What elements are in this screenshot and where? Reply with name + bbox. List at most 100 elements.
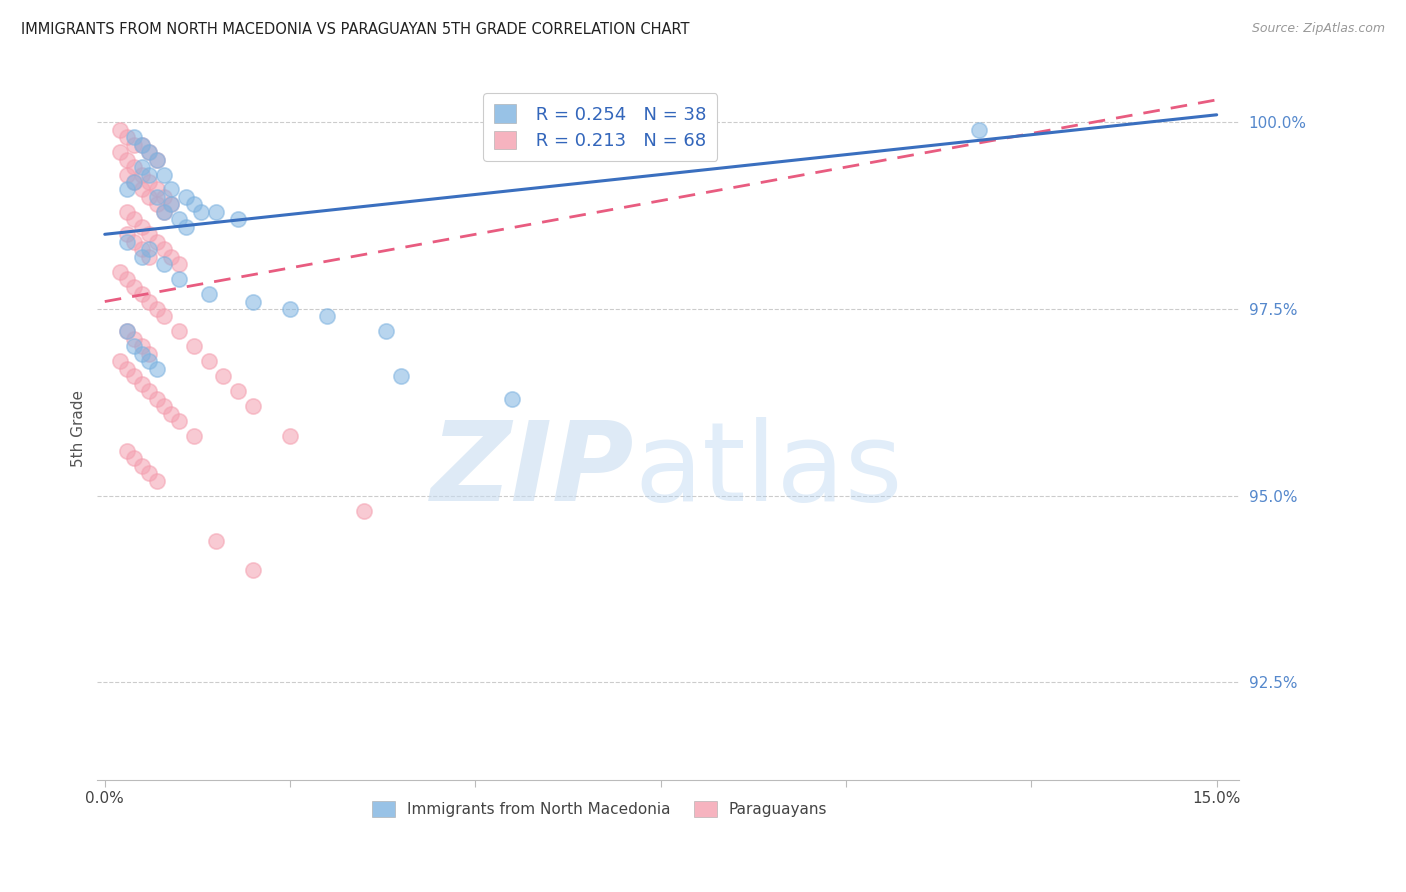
Point: [131, 219, 153, 234]
Point: [316, 310, 339, 324]
Text: ZIP: ZIP: [430, 417, 634, 524]
Point: [183, 197, 205, 211]
Point: [131, 250, 153, 264]
Point: [969, 122, 991, 136]
Point: [153, 399, 176, 413]
Point: [212, 369, 235, 384]
Point: [153, 242, 176, 256]
Point: [131, 137, 153, 152]
Point: [190, 205, 212, 219]
Point: [115, 182, 138, 196]
Point: [124, 212, 146, 227]
Point: [153, 190, 176, 204]
Point: [115, 227, 138, 242]
Point: [160, 250, 183, 264]
Point: [145, 182, 167, 196]
Point: [138, 294, 160, 309]
Point: [205, 205, 228, 219]
Point: [176, 219, 198, 234]
Point: [145, 153, 167, 167]
Point: [160, 197, 183, 211]
Point: [124, 137, 146, 152]
Point: [389, 369, 412, 384]
Point: [153, 310, 176, 324]
Point: [124, 451, 146, 466]
Point: [153, 168, 176, 182]
Point: [115, 235, 138, 249]
Point: [375, 325, 398, 339]
Point: [138, 190, 160, 204]
Point: [138, 227, 160, 242]
Point: [108, 354, 131, 368]
Point: [138, 242, 160, 256]
Legend: Immigrants from North Macedonia, Paraguayans: Immigrants from North Macedonia, Paragua…: [364, 793, 835, 824]
Point: [145, 301, 167, 316]
Point: [115, 130, 138, 145]
Point: [153, 205, 176, 219]
Point: [226, 212, 249, 227]
Point: [115, 361, 138, 376]
Point: [138, 145, 160, 160]
Point: [131, 287, 153, 301]
Point: [138, 467, 160, 481]
Point: [145, 392, 167, 406]
Point: [108, 122, 131, 136]
Point: [145, 197, 167, 211]
Point: [167, 272, 190, 286]
Point: [138, 250, 160, 264]
Point: [145, 190, 167, 204]
Point: [115, 444, 138, 458]
Point: [131, 339, 153, 353]
Point: [138, 168, 160, 182]
Point: [124, 279, 146, 293]
Point: [242, 399, 264, 413]
Y-axis label: 5th Grade: 5th Grade: [72, 390, 86, 467]
Point: [131, 160, 153, 174]
Point: [124, 339, 146, 353]
Point: [131, 347, 153, 361]
Point: [124, 160, 146, 174]
Point: [124, 175, 146, 189]
Point: [160, 197, 183, 211]
Point: [278, 301, 301, 316]
Point: [153, 205, 176, 219]
Point: [145, 235, 167, 249]
Point: [124, 369, 146, 384]
Point: [138, 384, 160, 399]
Point: [108, 265, 131, 279]
Point: [197, 354, 219, 368]
Text: atlas: atlas: [634, 417, 903, 524]
Point: [145, 361, 167, 376]
Point: [501, 392, 523, 406]
Point: [205, 533, 228, 548]
Point: [115, 168, 138, 182]
Text: IMMIGRANTS FROM NORTH MACEDONIA VS PARAGUAYAN 5TH GRADE CORRELATION CHART: IMMIGRANTS FROM NORTH MACEDONIA VS PARAG…: [21, 22, 689, 37]
Point: [138, 347, 160, 361]
Point: [353, 504, 375, 518]
Point: [160, 407, 183, 421]
Text: Source: ZipAtlas.com: Source: ZipAtlas.com: [1251, 22, 1385, 36]
Point: [160, 182, 183, 196]
Point: [115, 205, 138, 219]
Point: [138, 145, 160, 160]
Point: [176, 190, 198, 204]
Point: [167, 325, 190, 339]
Point: [167, 414, 190, 428]
Point: [115, 325, 138, 339]
Point: [124, 332, 146, 346]
Point: [131, 168, 153, 182]
Point: [167, 257, 190, 271]
Point: [183, 339, 205, 353]
Point: [153, 257, 176, 271]
Point: [115, 325, 138, 339]
Point: [167, 212, 190, 227]
Point: [131, 137, 153, 152]
Point: [278, 429, 301, 443]
Point: [124, 130, 146, 145]
Point: [115, 153, 138, 167]
Point: [138, 354, 160, 368]
Point: [197, 287, 219, 301]
Point: [145, 474, 167, 488]
Point: [226, 384, 249, 399]
Point: [131, 376, 153, 391]
